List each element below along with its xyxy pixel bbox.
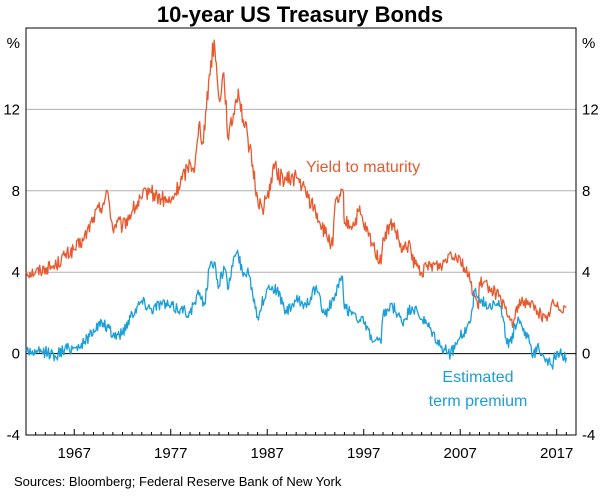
y-tick-right-1: 0: [582, 346, 590, 363]
y-tick-left-3: 8: [12, 183, 20, 200]
x-tick-1: 1977: [154, 445, 187, 462]
y-tick-labels-left: -4 0 4 8 12: [3, 101, 20, 444]
y-unit-label-right: %: [582, 35, 595, 52]
y-tick-left-2: 4: [12, 264, 20, 281]
y-tick-labels-right: -4 0 4 8 12: [582, 101, 599, 444]
grid-lines: [26, 108, 576, 355]
x-tick-labels: 1967 1977 1987 1997 2007 2017: [58, 445, 574, 462]
y-tick-right-3: 8: [582, 183, 590, 200]
term-premium-series-label-line2: term premium: [429, 393, 528, 410]
series-line-yield-to-maturity: [25, 39, 567, 328]
x-tick-0: 1967: [58, 445, 91, 462]
y-tick-right-2: 4: [582, 264, 590, 281]
x-tick-5: 2017: [540, 445, 573, 462]
y-tick-right-0: -4: [582, 427, 595, 444]
y-unit-label-left: %: [7, 35, 20, 52]
y-tick-left-1: 0: [12, 346, 20, 363]
x-tick-2: 1987: [251, 445, 284, 462]
x-tick-marks: [25, 429, 577, 435]
chart-title: 10-year US Treasury Bonds: [157, 2, 443, 27]
x-tick-4: 2007: [444, 445, 477, 462]
y-tick-left-4: 12: [3, 101, 20, 118]
series-line-term-premium: [25, 249, 568, 370]
yield-series-label: Yield to maturity: [306, 159, 420, 176]
y-tick-right-4: 12: [582, 101, 599, 118]
term-premium-series-label-line1: Estimated: [442, 369, 513, 386]
source-note: Sources: Bloomberg; Federal Reserve Bank…: [14, 474, 342, 489]
y-tick-left-0: -4: [7, 427, 20, 444]
series-layer: [25, 39, 568, 370]
x-tick-3: 1997: [347, 445, 380, 462]
plot-frame: [25, 27, 577, 436]
